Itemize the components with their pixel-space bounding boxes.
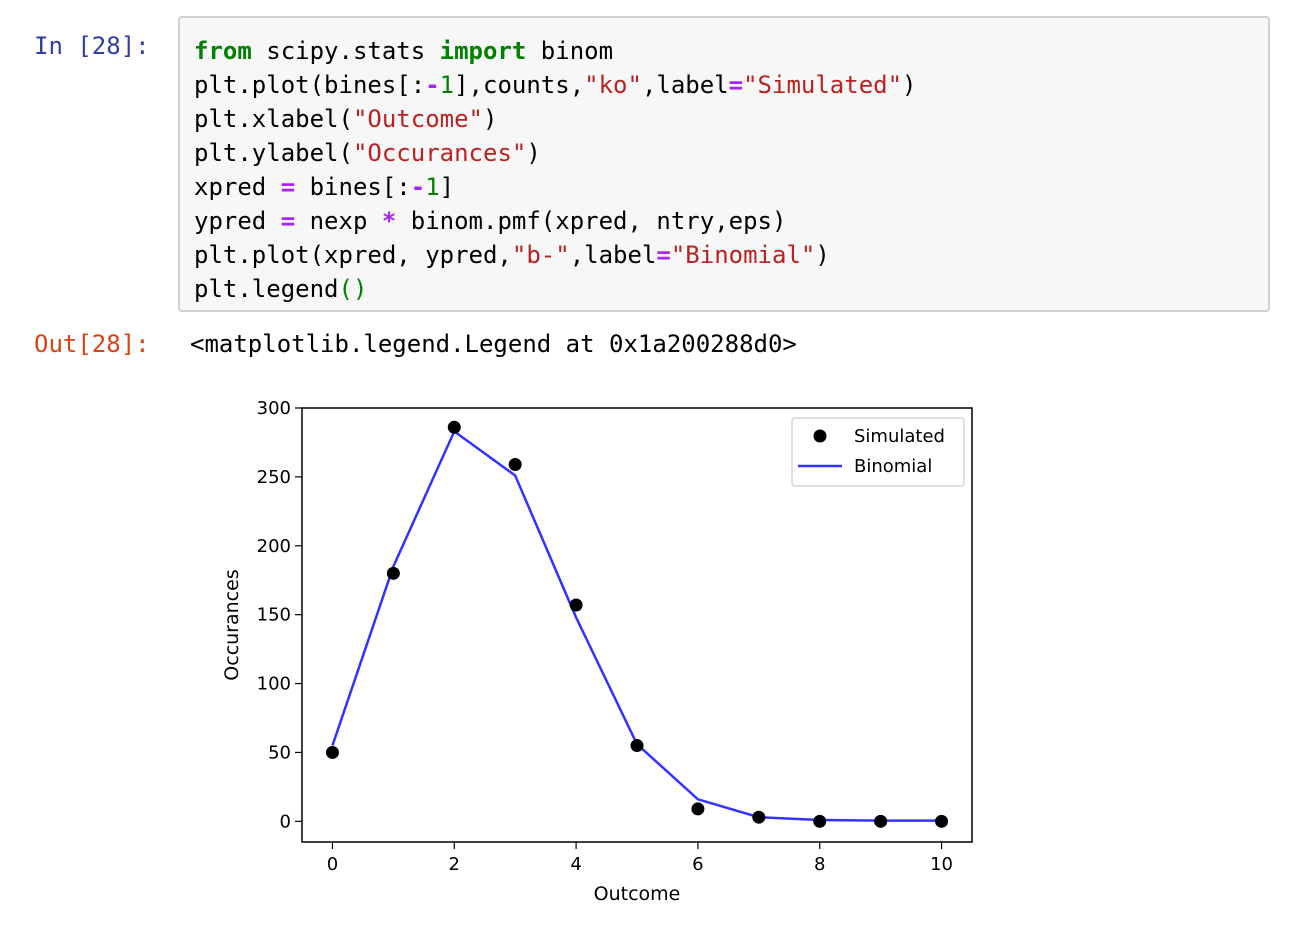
code-token: ,label (569, 241, 657, 269)
x-tick-label: 0 (327, 854, 338, 875)
code-token: bines[: (295, 173, 411, 201)
x-tick-label: 8 (814, 854, 825, 875)
y-tick-label: 250 (257, 467, 291, 488)
code-token: = (280, 173, 296, 201)
chart: 0 2 4 6 8 10050100150200250300OutcomeOccuranc… (221, 398, 973, 905)
output-text: <matplotlib.legend.Legend at 0x1a200288d… (190, 330, 797, 358)
data-point-simulated (630, 739, 644, 753)
data-point-simulated (508, 457, 522, 471)
code-token: plt.legend (194, 275, 339, 303)
code-token: ) (815, 241, 830, 269)
data-point-simulated (935, 814, 949, 828)
code-line: plt.plot(xpred, ypred,"b-",label="Binomi… (194, 238, 917, 272)
code-token: ) (902, 71, 917, 99)
code-token: ) (483, 105, 498, 133)
code-line: xpred = bines[:-1] (194, 170, 917, 204)
code-token: from (194, 37, 252, 65)
data-point-simulated (691, 802, 705, 816)
legend-label: Binomial (854, 456, 932, 477)
code-token: ],counts, (454, 71, 585, 99)
input-prompt: In [28]: (34, 32, 150, 60)
code-line: plt.xlabel("Outcome") (194, 102, 917, 136)
x-tick-label: 10 (930, 854, 953, 875)
code-token: = (656, 241, 671, 269)
data-point-simulated (752, 810, 766, 824)
code-token: () (338, 275, 368, 303)
code-token: - (425, 71, 440, 99)
x-axis-label: Outcome (594, 883, 681, 905)
data-point-simulated (874, 814, 888, 828)
y-axis-label: Occurances (221, 569, 243, 680)
code-line: ypred = nexp * binom.pmf(xpred, ntry,eps… (194, 204, 917, 238)
code-line: plt.legend() (194, 272, 917, 306)
code-token: xpred (194, 173, 281, 201)
code-line: plt.ylabel("Occurances") (194, 136, 917, 170)
code-token: scipy.stats (251, 37, 440, 65)
code-token: "Binomial" (670, 241, 816, 269)
code-token: = (280, 207, 296, 235)
code-token: = (728, 71, 744, 99)
code-token: plt.plot(xpred, ypred, (194, 241, 512, 269)
code-token: ,label (641, 71, 729, 99)
code-token: ] (439, 173, 455, 201)
code-token: "Outcome" (352, 105, 483, 133)
code-block: from scipy.stats import binom plt.plot(bi… (194, 34, 917, 306)
y-tick-label: 300 (257, 398, 291, 419)
x-tick-label: 4 (570, 854, 581, 875)
code-token: plt.xlabel( (194, 105, 353, 133)
x-tick-label: 2 (449, 854, 460, 875)
code-token: binom (526, 37, 614, 65)
data-point-simulated (813, 814, 827, 828)
code-token: "Occurances" (352, 139, 527, 167)
code-token: "ko" (584, 71, 642, 99)
data-point-simulated (386, 566, 400, 580)
code-token: binom.pmf(xpred, ntry,eps) (396, 207, 787, 235)
data-point-simulated (447, 420, 461, 434)
code-token: plt.plot(bines[: (194, 71, 426, 99)
y-tick-label: 200 (257, 536, 291, 557)
code-token: - (410, 173, 426, 201)
y-tick-label: 50 (268, 742, 291, 763)
y-tick-label: 100 (257, 674, 291, 695)
data-point-simulated (325, 745, 339, 759)
output-prompt: Out[28]: (34, 330, 150, 358)
code-token: 1 (425, 173, 440, 201)
x-tick-label: 6 (692, 854, 703, 875)
y-tick-label: 0 (280, 811, 291, 832)
code-token: "b-" (511, 241, 570, 269)
code-line: from scipy.stats import binom (194, 34, 917, 68)
code-cell-editor[interactable]: from scipy.stats import binom plt.plot(bi… (178, 16, 1270, 312)
code-token: "Simulated" (743, 71, 903, 99)
legend-box (791, 417, 965, 487)
y-tick-label: 150 (257, 605, 291, 626)
code-token: ) (526, 139, 541, 167)
legend-marker-simulated (813, 429, 827, 443)
code-token: 1 (439, 71, 455, 99)
code-token: ypred (194, 207, 281, 235)
code-line: plt.plot(bines[:-1],counts,"ko",label="S… (194, 68, 917, 102)
code-token: * (381, 207, 397, 235)
legend-label: Simulated (854, 426, 945, 447)
code-token: nexp (295, 207, 382, 235)
code-token: plt.ylabel( (194, 139, 353, 167)
data-point-simulated (569, 598, 583, 612)
code-token: import (439, 37, 527, 65)
